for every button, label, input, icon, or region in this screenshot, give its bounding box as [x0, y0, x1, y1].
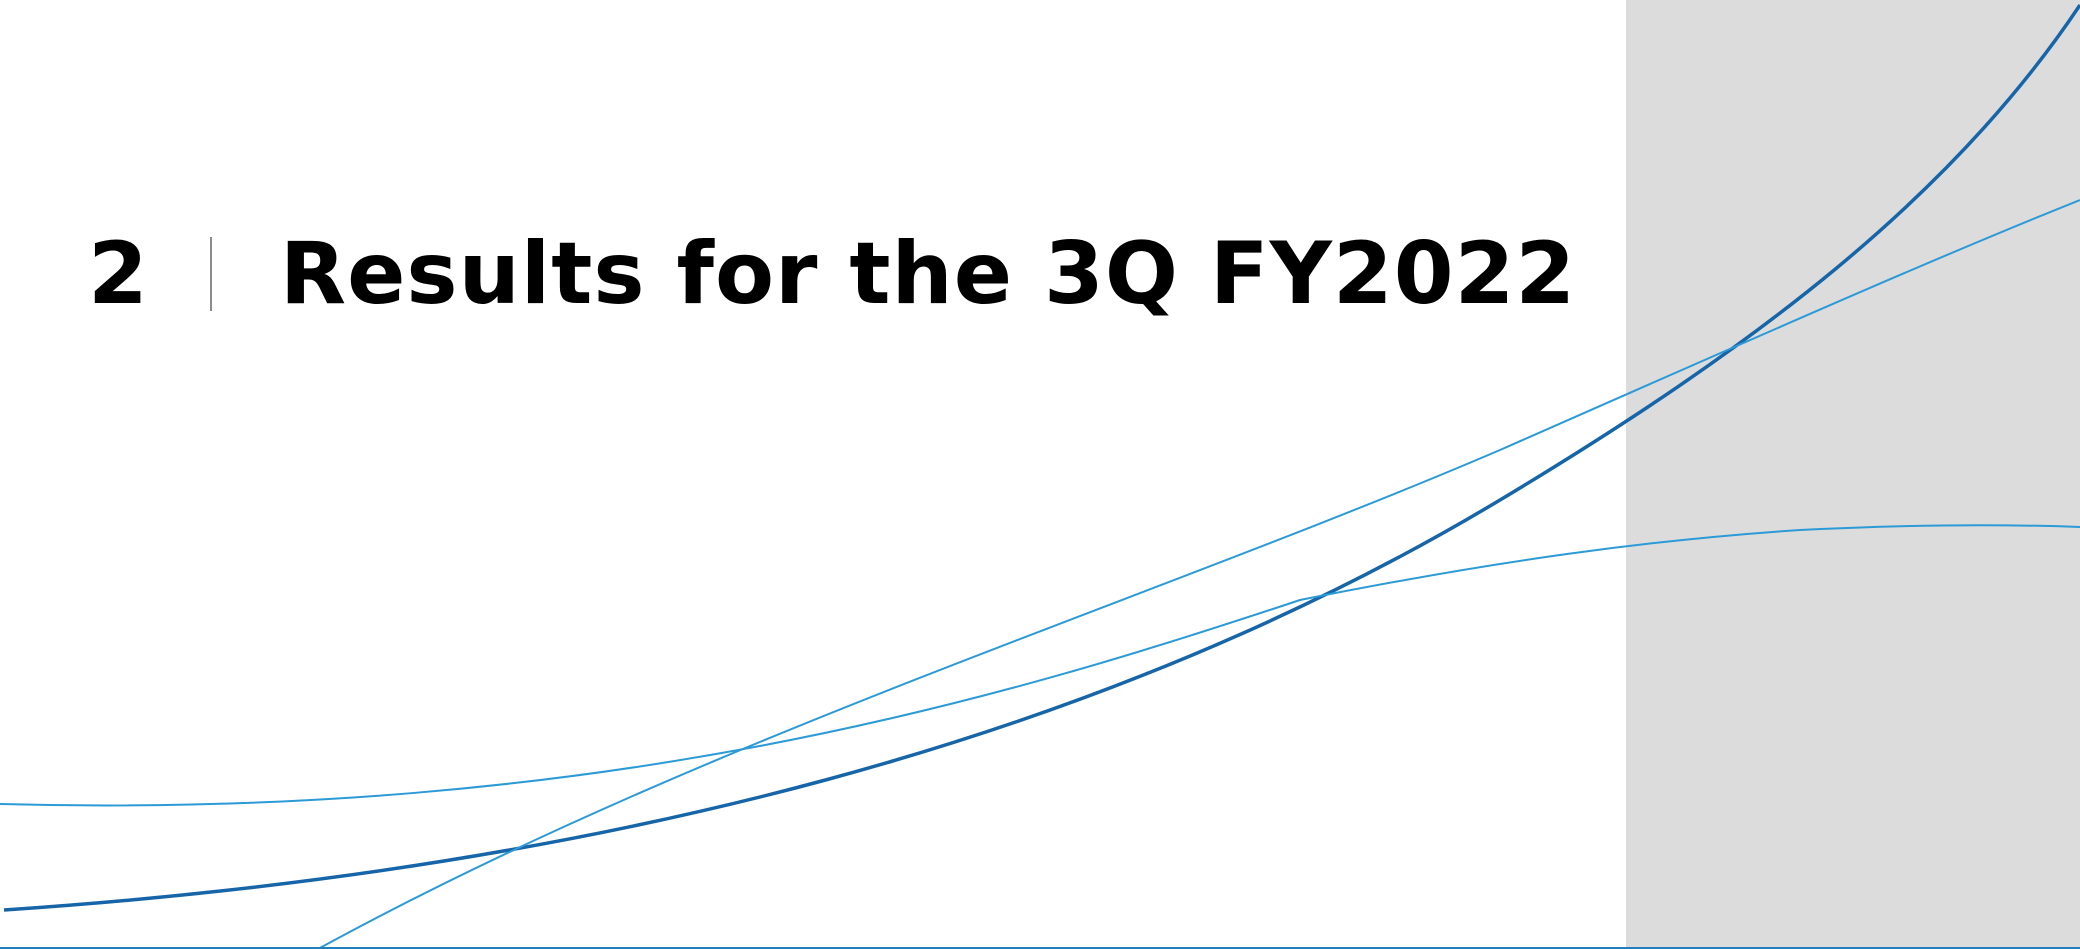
light-curve-rising [317, 199, 2080, 949]
section-number: 2 [88, 224, 150, 324]
gray-side-panel [1626, 0, 2080, 947]
section-heading: 2 Results for the 3Q FY2022 [88, 224, 1576, 324]
title-divider [209, 237, 212, 311]
bottom-rule [0, 947, 2080, 949]
dark-curve [3, 4, 2080, 912]
section-title: Results for the 3Q FY2022 [279, 224, 1577, 324]
light-curve-flat [0, 524, 2080, 807]
